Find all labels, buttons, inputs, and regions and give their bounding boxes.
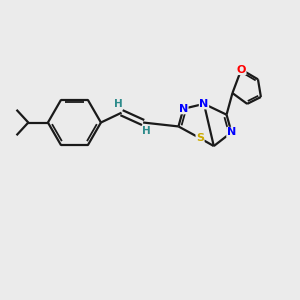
Text: N: N bbox=[200, 99, 208, 109]
Text: N: N bbox=[179, 104, 188, 114]
Text: H: H bbox=[114, 99, 123, 109]
Text: H: H bbox=[142, 126, 150, 136]
Text: S: S bbox=[196, 133, 204, 143]
Text: N: N bbox=[227, 127, 236, 137]
Text: O: O bbox=[237, 64, 246, 74]
